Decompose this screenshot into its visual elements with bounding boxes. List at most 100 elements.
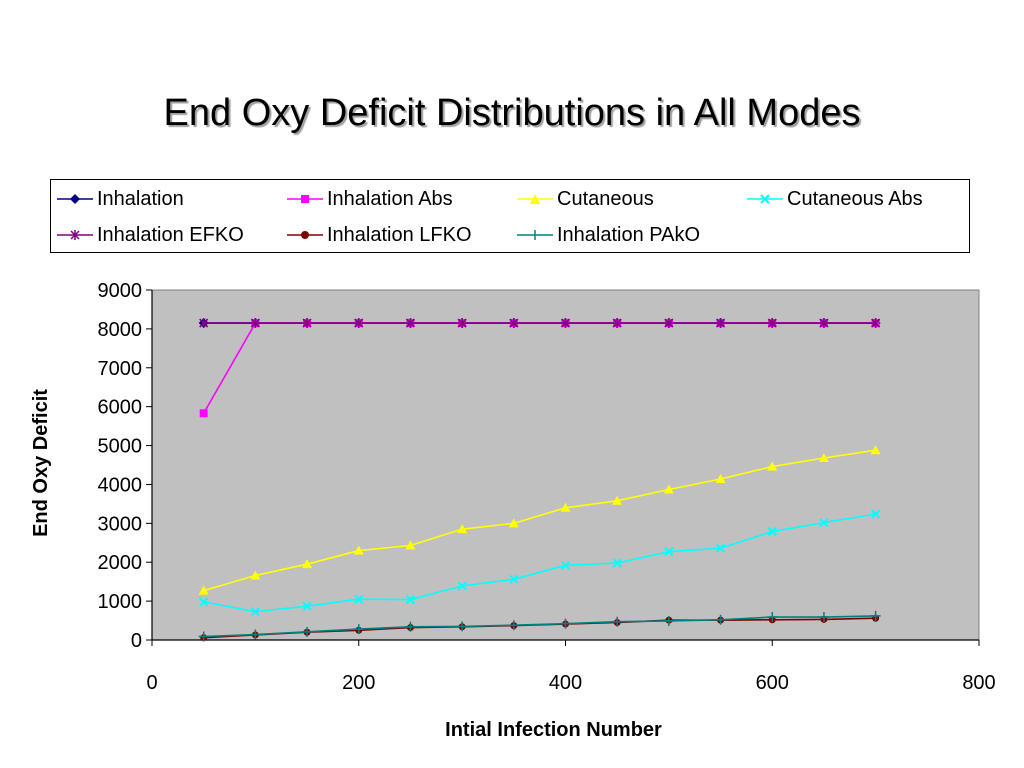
legend-marker-cutaneous — [517, 194, 553, 204]
data-point-cutaneous — [353, 545, 364, 555]
legend-item-inhalation-pako: Inhalation PAkO — [517, 220, 700, 250]
data-point-inhalation-efko — [871, 318, 881, 329]
data-point-cutaneous-abs — [612, 558, 622, 568]
y-tick-label: 6000 — [98, 397, 143, 419]
chart-title: End Oxy Deficit Distributions in All Mod… — [163, 92, 861, 134]
y-axis-title: End Oxy Deficit — [30, 389, 52, 537]
legend-label: Inhalation PAkO — [557, 223, 701, 246]
y-tick-label: 2000 — [98, 552, 143, 574]
data-point-inhalation-pako — [508, 620, 519, 631]
plot-area — [151, 289, 980, 641]
legend-marker-inhalation-abs — [287, 195, 323, 203]
data-point-inhalation-pako — [405, 621, 416, 632]
data-point-inhalation-efko — [767, 318, 777, 329]
data-point-cutaneous-abs — [405, 594, 416, 605]
legend-label: Cutaneous Abs — [787, 187, 923, 210]
data-point-cutaneous-abs — [457, 581, 467, 591]
x-tick-label: 800 — [962, 672, 995, 694]
x-tick-label: 400 — [549, 672, 582, 694]
series-layer — [198, 318, 881, 642]
legend-item-inhalation-abs: Inhalation Abs — [287, 184, 453, 214]
legend-label: Inhalation LFKO — [327, 223, 472, 246]
series-line-inhalation-pako — [203, 615, 876, 638]
legend: Inhalation Inhalation Abs Cutaneous Cuta… — [50, 179, 970, 253]
x-axis-title: Intial Infection Number — [445, 719, 662, 741]
legend-label: Cutaneous — [557, 187, 654, 210]
data-point-inhalation-pako — [767, 612, 778, 623]
data-point-inhalation-abs — [199, 409, 208, 418]
series-line-cutaneous-abs — [203, 513, 876, 613]
data-point-inhalation-efko — [715, 318, 726, 329]
data-point-inhalation-efko — [664, 318, 674, 329]
data-point-cutaneous-abs — [664, 547, 674, 557]
data-point-inhalation-efko — [302, 318, 312, 329]
y-tick-label: 7000 — [98, 358, 143, 380]
y-tick-label: 4000 — [98, 474, 143, 496]
legend-marker-inhalation-efko — [57, 230, 93, 240]
x-tick-label: 200 — [342, 672, 375, 694]
data-point-inhalation-efko — [457, 318, 467, 329]
legend-marker-inhalation — [57, 194, 93, 204]
data-point-inhalation-efko — [509, 318, 519, 329]
data-point-cutaneous — [457, 524, 468, 534]
series-inhalation-pako — [198, 610, 881, 642]
data-point-cutaneous-abs — [302, 601, 312, 611]
data-point-inhalation-efko — [405, 318, 416, 329]
series-line-cutaneous — [203, 449, 876, 592]
data-point-inhalation-efko — [560, 318, 571, 329]
data-point-inhalation-efko — [354, 318, 364, 329]
data-point-cutaneous — [250, 570, 261, 580]
data-point-cutaneous — [302, 559, 313, 569]
data-point-cutaneous-abs — [250, 606, 261, 617]
y-tick-label: 0 — [131, 630, 142, 652]
legend-item-inhalation: Inhalation — [57, 184, 184, 214]
data-point-inhalation-pako — [612, 616, 623, 627]
data-point-cutaneous-abs — [354, 594, 364, 604]
data-point-inhalation-pako — [302, 626, 313, 637]
data-point-cutaneous — [508, 518, 519, 528]
y-tick-label: 9000 — [98, 280, 143, 302]
data-point-cutaneous — [767, 461, 778, 471]
legend-item-cutaneous-abs: Cutaneous Abs — [747, 184, 923, 214]
data-point-cutaneous — [612, 495, 623, 505]
data-point-inhalation-pako — [353, 624, 364, 635]
data-point-inhalation-pako — [870, 610, 881, 621]
axes: 0 1000 2000 3000 4000 5000 6000 7000 8000 9000 0 20… — [98, 280, 996, 694]
data-point-cutaneous — [715, 474, 726, 483]
legend-label: Inhalation — [97, 187, 184, 210]
data-point-inhalation-pako — [250, 629, 261, 640]
data-point-cutaneous-abs — [509, 574, 519, 585]
data-point-cutaneous-abs — [198, 597, 209, 607]
x-tick-label: 0 — [146, 672, 157, 694]
data-point-inhalation-efko — [612, 318, 622, 329]
series-cutaneous-abs — [198, 509, 881, 617]
data-point-cutaneous — [870, 445, 881, 455]
y-tick-label: 8000 — [98, 319, 143, 341]
y-tick-label: 5000 — [98, 436, 143, 458]
data-point-inhalation-efko — [250, 318, 260, 329]
series-cutaneous — [198, 445, 881, 595]
legend-label: Inhalation EFKO — [97, 223, 244, 246]
legend-label: Inhalation Abs — [327, 187, 453, 210]
legend-item-inhalation-lfko: Inhalation LFKO — [287, 220, 472, 250]
data-point-inhalation-pako — [663, 615, 674, 626]
data-point-cutaneous-abs — [767, 526, 777, 537]
data-point-inhalation-efko — [819, 318, 829, 329]
legend-marker-inhalation-pako — [517, 230, 553, 240]
legend-item-cutaneous: Cutaneous — [517, 184, 654, 214]
data-point-inhalation-pako — [715, 614, 726, 625]
data-point-cutaneous-abs — [715, 543, 726, 553]
data-point-cutaneous — [818, 453, 829, 462]
legend-marker-inhalation-lfko — [287, 231, 323, 239]
data-point-inhalation-pako — [457, 621, 468, 632]
data-point-cutaneous — [405, 540, 416, 550]
legend-marker-cutaneous-abs — [747, 194, 783, 204]
series-inhalation-efko — [199, 318, 881, 329]
data-point-cutaneous — [198, 585, 209, 595]
legend-item-inhalation-efko: Inhalation EFKO — [57, 220, 244, 250]
data-point-inhalation-pako — [198, 631, 209, 642]
x-tick-label: 600 — [756, 672, 789, 694]
data-point-cutaneous — [663, 484, 674, 494]
data-point-cutaneous-abs — [870, 509, 881, 519]
